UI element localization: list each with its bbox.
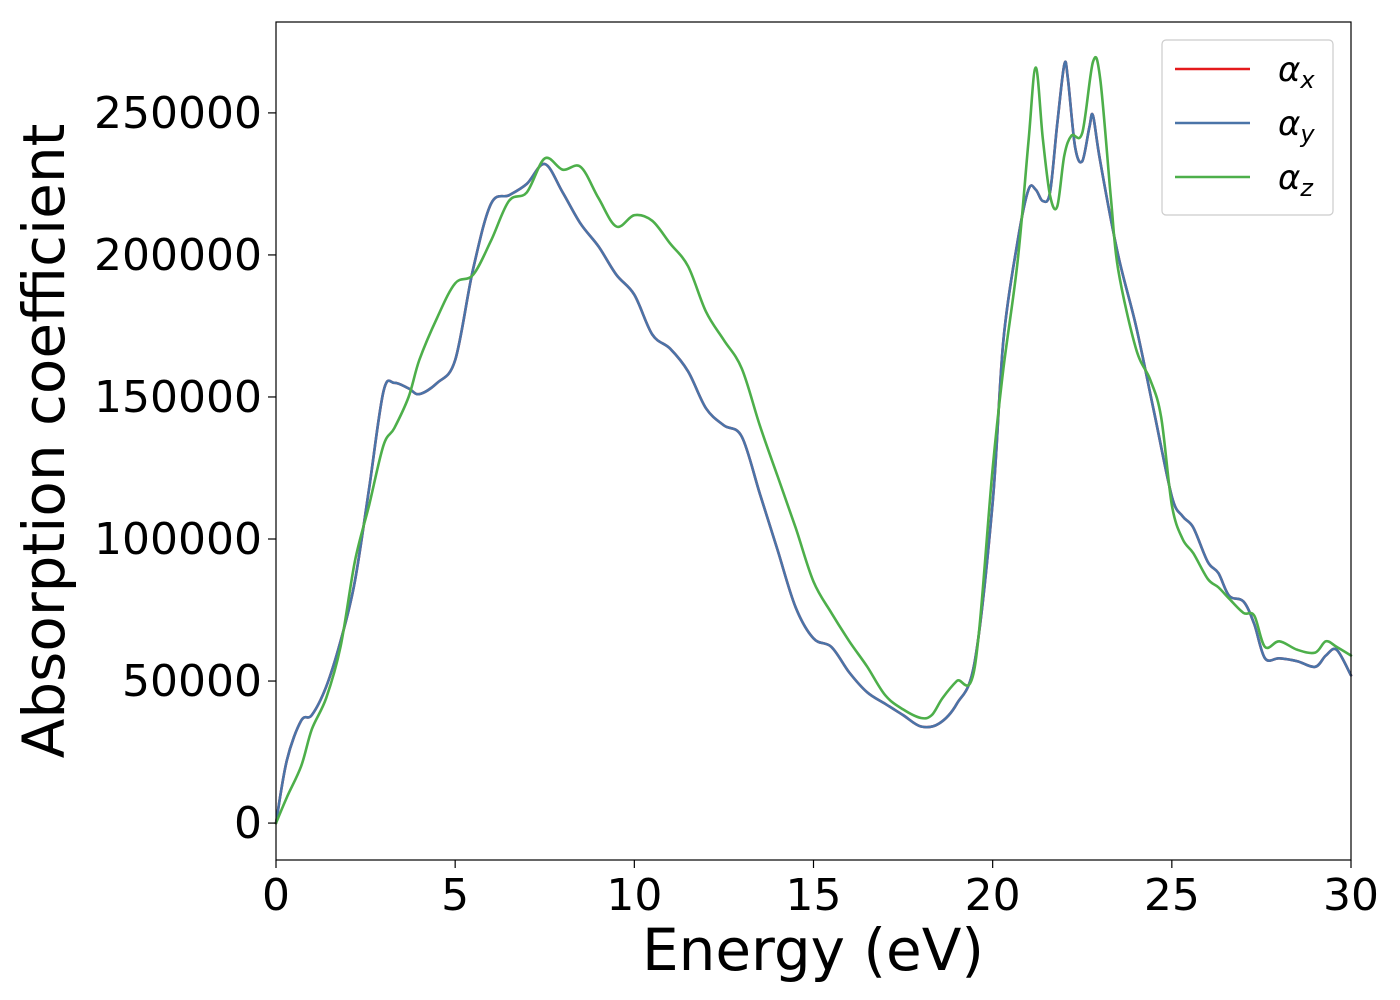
x-tick-label: 30 xyxy=(1323,870,1379,921)
x-tick-label: 0 xyxy=(262,870,290,921)
series-layer xyxy=(274,55,1353,825)
x-tick-label: 10 xyxy=(606,870,662,921)
y-tick-label: 0 xyxy=(234,798,262,849)
y-tick-label: 200000 xyxy=(94,230,262,281)
y-tick-label: 250000 xyxy=(94,88,262,139)
legend: αx αy αz xyxy=(1161,39,1334,216)
x-tick-label: 20 xyxy=(965,870,1021,921)
x-axis: 0 5 10 15 20 25 30 xyxy=(262,860,1379,921)
legend-label-alpha-x: αx xyxy=(1278,50,1315,94)
legend-label-alpha-z: αz xyxy=(1278,158,1314,202)
series-line-alpha-z xyxy=(274,55,1353,825)
y-tick-label: 50000 xyxy=(122,656,262,707)
legend-box xyxy=(1161,39,1334,216)
y-tick-label: 100000 xyxy=(94,514,262,565)
y-axis: 0 50000 100000 150000 200000 250000 xyxy=(94,88,276,849)
y-tick-label: 150000 xyxy=(94,372,262,423)
legend-label-alpha-y: αy xyxy=(1278,104,1315,148)
y-axis-title: Absorption coefficient xyxy=(10,124,78,759)
x-axis-title: Energy (eV) xyxy=(642,916,984,984)
x-tick-label: 15 xyxy=(786,870,842,921)
x-tick-label: 5 xyxy=(441,870,469,921)
x-tick-label: 25 xyxy=(1144,870,1200,921)
series-line-alpha-y xyxy=(274,60,1353,825)
